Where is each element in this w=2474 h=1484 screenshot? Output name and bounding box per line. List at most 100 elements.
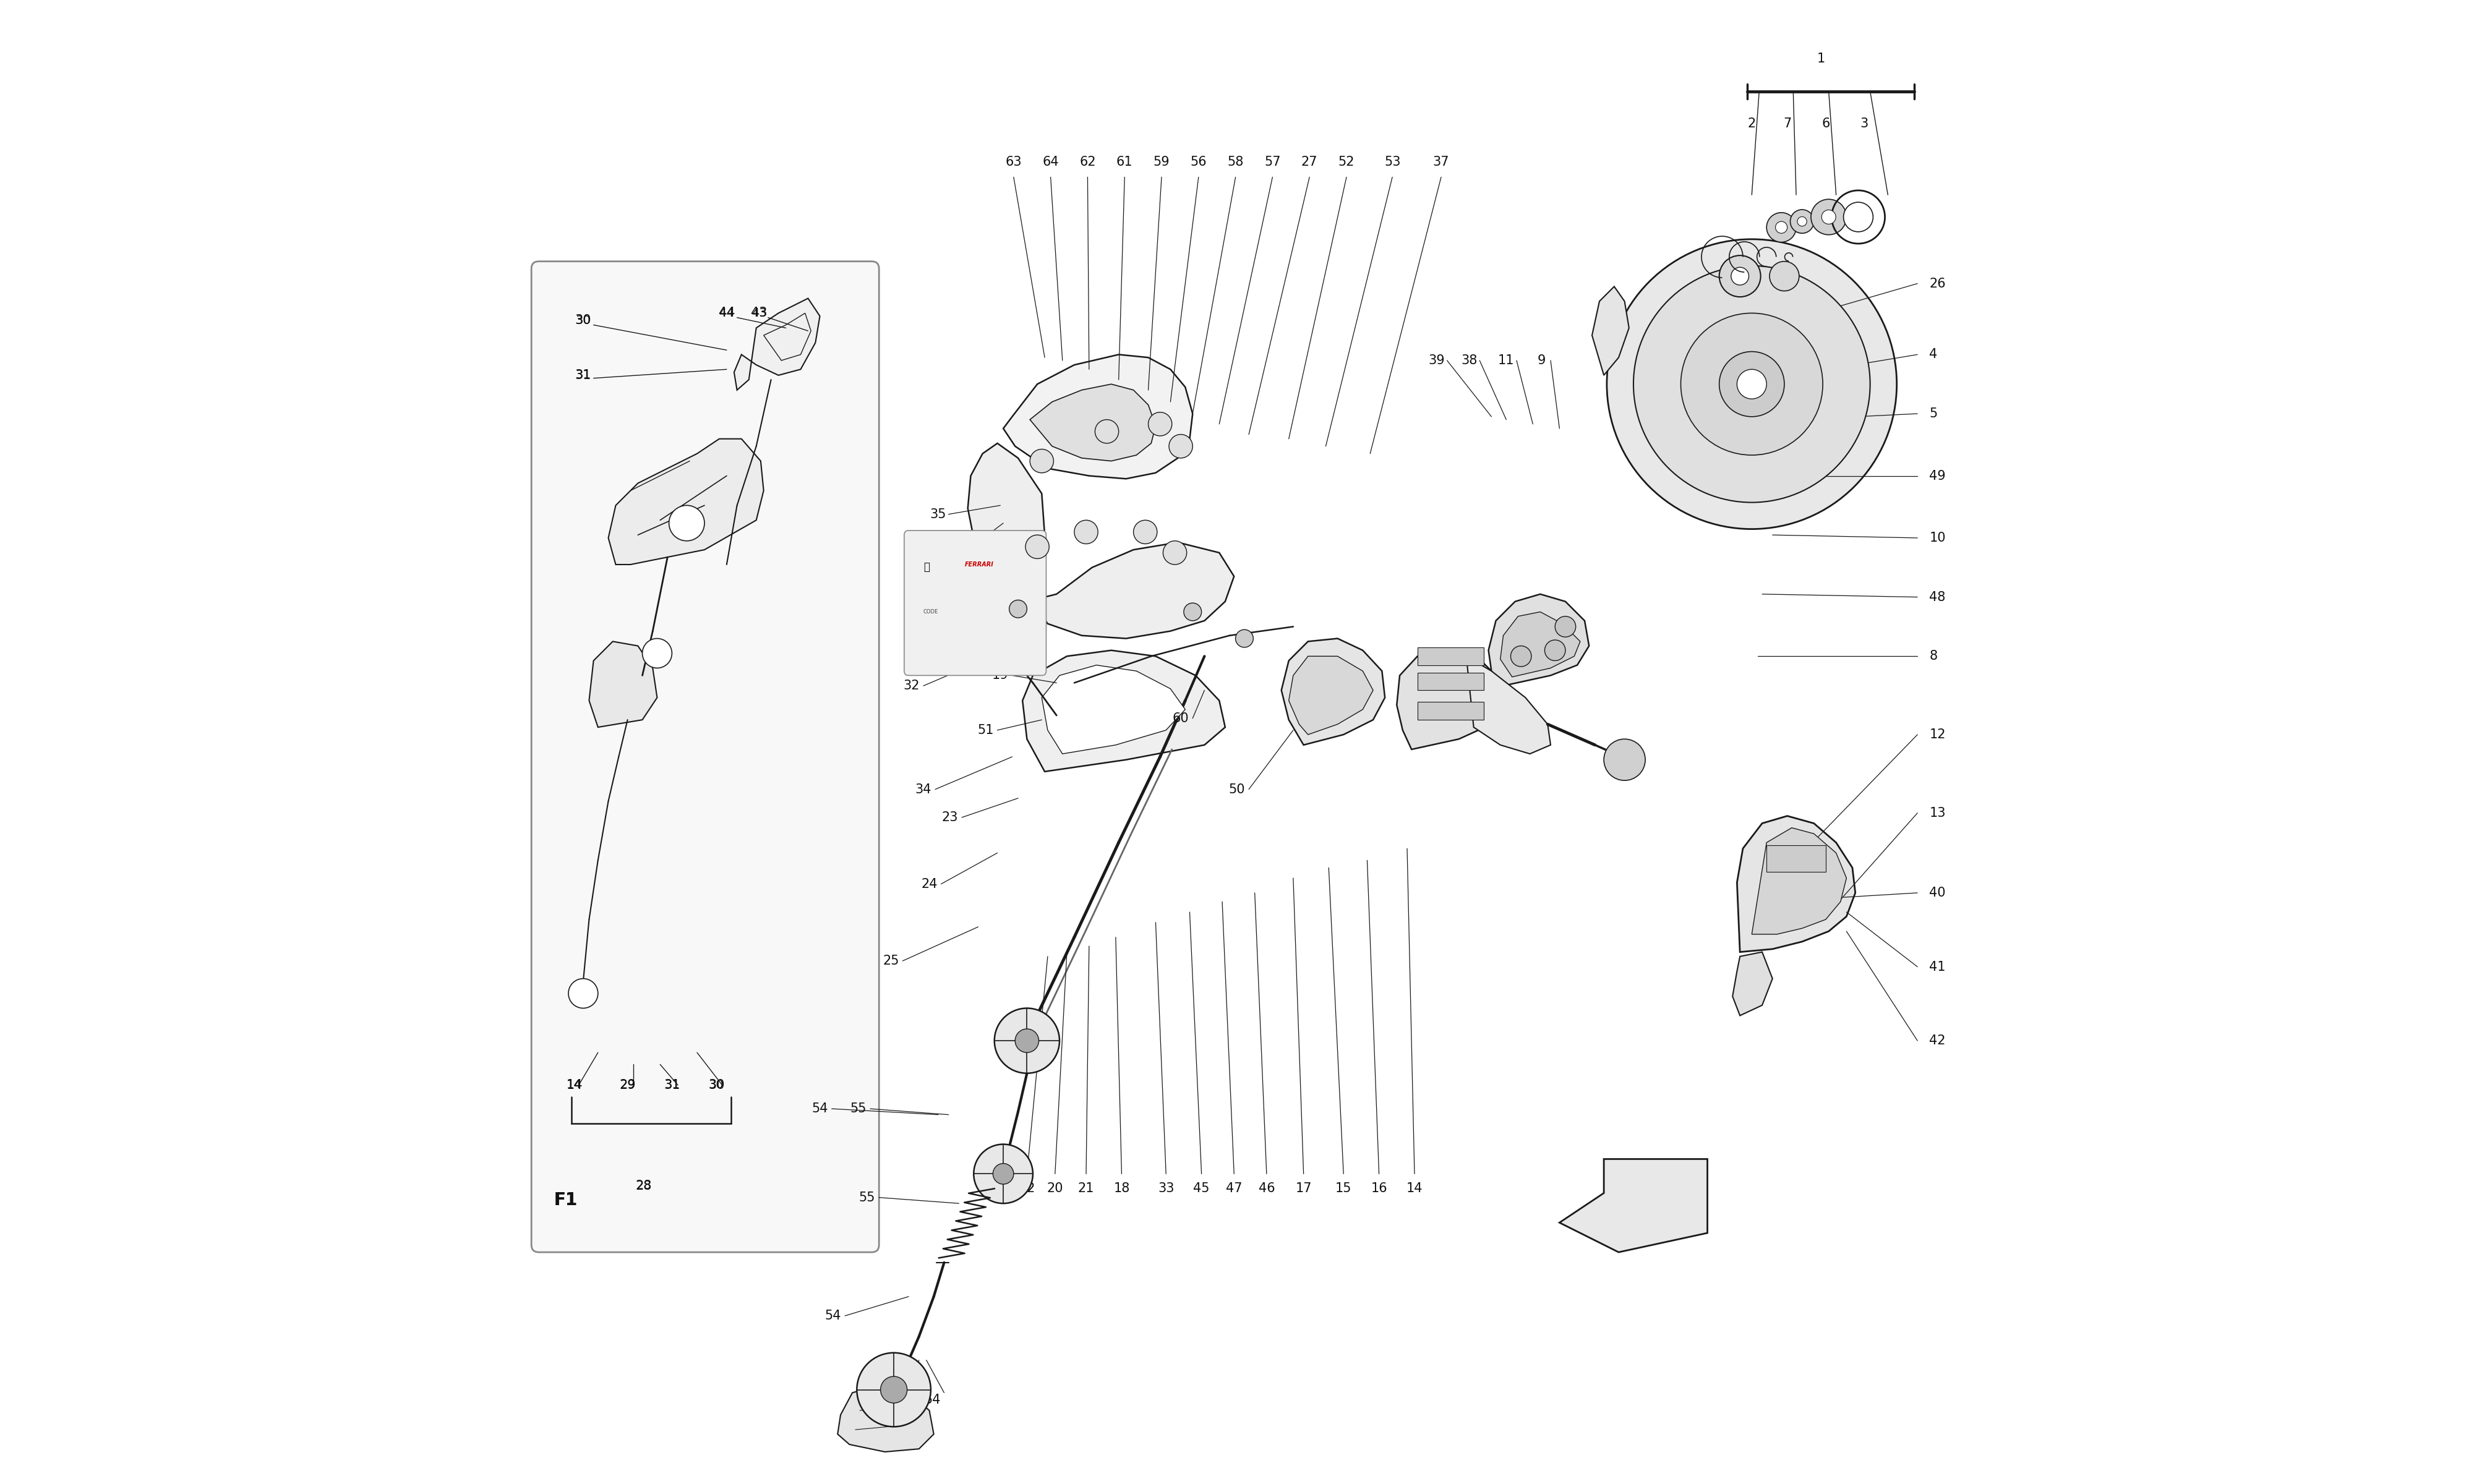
Text: 44: 44 [720,307,735,319]
Text: 35: 35 [930,508,948,521]
Circle shape [1603,739,1645,781]
Polygon shape [1042,665,1185,754]
FancyBboxPatch shape [903,530,1047,675]
Circle shape [643,638,673,668]
Circle shape [1606,239,1898,530]
Text: 54: 54 [925,1393,940,1407]
Polygon shape [1732,953,1771,1015]
Text: 49: 49 [1930,469,1945,482]
Bar [1418,647,1484,665]
Circle shape [1791,209,1813,233]
Circle shape [1029,450,1054,473]
Text: 4: 4 [1930,349,1937,361]
Text: FERRARI: FERRARI [965,561,995,568]
Circle shape [1719,352,1784,417]
Text: 32: 32 [903,680,920,692]
Text: 29: 29 [618,1079,636,1091]
Circle shape [1556,616,1576,637]
Text: 30: 30 [708,1079,725,1091]
Polygon shape [1289,656,1373,735]
Circle shape [1821,209,1836,224]
Text: 5: 5 [1930,408,1937,420]
Text: 62: 62 [1079,156,1096,169]
Text: 42: 42 [1930,1034,1945,1046]
Text: 56: 56 [1190,156,1207,169]
Text: 40: 40 [1930,886,1945,899]
Circle shape [1014,1028,1039,1052]
Text: 43: 43 [752,307,767,319]
Circle shape [1024,534,1049,558]
Text: 33: 33 [1158,1183,1175,1195]
Text: 31: 31 [574,370,591,381]
Polygon shape [1499,611,1581,677]
Text: F1: F1 [554,1192,576,1209]
Text: 16: 16 [1371,1183,1388,1195]
Text: 47: 47 [1225,1183,1242,1195]
Text: 27: 27 [1301,156,1319,169]
Text: 36: 36 [930,558,948,571]
FancyBboxPatch shape [532,261,878,1252]
Text: 14: 14 [1405,1183,1423,1195]
Circle shape [856,1353,930,1426]
Polygon shape [1282,638,1385,745]
Circle shape [1732,267,1749,285]
Circle shape [1776,221,1786,233]
Text: 43: 43 [752,307,767,319]
Text: 34: 34 [915,784,933,795]
Text: 🏇: 🏇 [923,561,930,573]
Circle shape [1096,420,1118,444]
Text: 41: 41 [1930,960,1945,974]
Text: 45: 45 [1192,1183,1210,1195]
Polygon shape [1029,384,1155,462]
Circle shape [992,1163,1014,1184]
Circle shape [1512,646,1531,666]
Circle shape [1133,521,1158,543]
Circle shape [1183,603,1202,620]
Polygon shape [1037,542,1235,638]
Circle shape [1544,640,1566,660]
Text: 39: 39 [1427,355,1445,367]
Polygon shape [967,444,1044,579]
Text: 9: 9 [1536,355,1546,367]
Text: 6: 6 [1821,117,1831,131]
Circle shape [1766,212,1796,242]
Text: 18: 18 [1113,1183,1131,1195]
Text: 7: 7 [1784,117,1791,131]
Circle shape [1633,266,1870,503]
Text: 14: 14 [567,1079,581,1091]
Polygon shape [589,641,658,727]
Text: 38: 38 [1462,355,1477,367]
Text: CODE: CODE [923,608,938,614]
Text: 52: 52 [1338,156,1356,169]
Circle shape [1235,629,1254,647]
Text: 59: 59 [1153,156,1170,169]
Text: 1: 1 [1818,52,1826,65]
Circle shape [1148,413,1173,436]
Polygon shape [1489,594,1588,686]
Text: 26: 26 [1930,278,1945,289]
Polygon shape [735,298,819,390]
Text: 31: 31 [663,1079,680,1091]
Text: 51: 51 [977,724,995,736]
Text: 8: 8 [1930,650,1937,662]
Text: 55: 55 [886,1393,903,1407]
Bar [1766,846,1826,873]
Text: 30: 30 [574,315,591,326]
Circle shape [668,506,705,540]
Text: 44: 44 [717,307,735,319]
Text: 21: 21 [1079,1183,1094,1195]
Circle shape [1163,540,1188,564]
Circle shape [1769,261,1799,291]
Bar [1418,672,1484,690]
Text: 14: 14 [567,1079,581,1091]
Text: 19: 19 [992,669,1009,681]
Text: 23: 23 [943,812,957,824]
Text: 55: 55 [858,1192,876,1204]
Text: 29: 29 [621,1079,636,1091]
Text: 30: 30 [576,315,591,326]
Circle shape [1680,313,1823,456]
Text: 15: 15 [1336,1183,1351,1195]
Circle shape [1843,202,1873,232]
Text: 31: 31 [576,370,591,381]
Circle shape [881,1377,908,1402]
